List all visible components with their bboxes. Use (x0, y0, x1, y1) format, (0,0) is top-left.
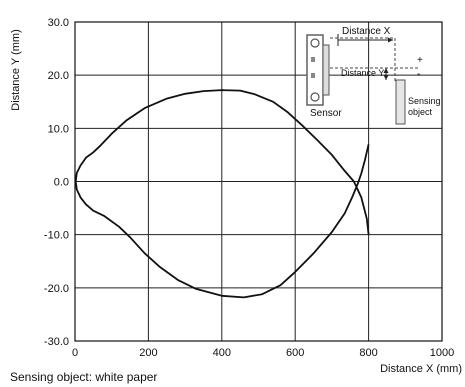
inset-sensor-label: Sensor (310, 108, 342, 119)
detection-curve (74, 89, 370, 299)
sensor-mount (322, 44, 330, 96)
distance-y-arrowhead-down (383, 75, 389, 80)
inset-object-label-1: Sensing (408, 96, 441, 106)
distance-y-arrowhead-up (383, 68, 389, 73)
inset-distance-y-label: Distance Y (341, 68, 384, 78)
x-tick-label: 1000 (430, 347, 454, 359)
x-tick-label: 200 (139, 347, 157, 359)
y-tick-label: 20.0 (48, 70, 69, 82)
x-tick-label: 800 (359, 347, 377, 359)
y-tick-labels: 30.0 20.0 10.0 0.0 -10.0 -20.0 -30.0 (44, 17, 69, 348)
footnote: Sensing object: white paper (10, 370, 158, 384)
inset-diagram: Distance X Distance Y + - Sensor Sensing… (306, 26, 441, 125)
x-tick-label: 400 (213, 347, 231, 359)
sensing-object-shape (395, 79, 406, 125)
y-axis-title: Distance Y (mm) (10, 29, 22, 111)
x-tick-label: 0 (72, 347, 78, 359)
inset-distance-x-label: Distance X (342, 26, 391, 37)
series-group (74, 89, 370, 299)
y-tick-label: 10.0 (48, 123, 69, 135)
distance-x-arrowhead (388, 37, 393, 43)
sensor-hole-top (310, 38, 320, 48)
y-tick-label: 30.0 (48, 17, 69, 29)
y-tick-label: -20.0 (44, 283, 69, 295)
inset-minus-label: - (417, 69, 420, 80)
x-tick-label: 600 (286, 347, 304, 359)
x-tick-labels: 0 200 400 600 800 1000 (72, 347, 454, 359)
inset-plus-label: + (417, 55, 423, 66)
y-tick-label: -10.0 (44, 230, 69, 242)
inset-object-label-2: object (408, 107, 433, 117)
grid (74, 21, 443, 342)
sensor-lens-bottom (311, 73, 315, 78)
sensor-hole-bottom (310, 92, 320, 102)
x-axis-title: Distance X (mm) (380, 363, 462, 375)
sensor-lens-top (311, 57, 315, 62)
y-tick-label: -30.0 (44, 336, 69, 348)
y-tick-label: 0.0 (54, 177, 69, 189)
